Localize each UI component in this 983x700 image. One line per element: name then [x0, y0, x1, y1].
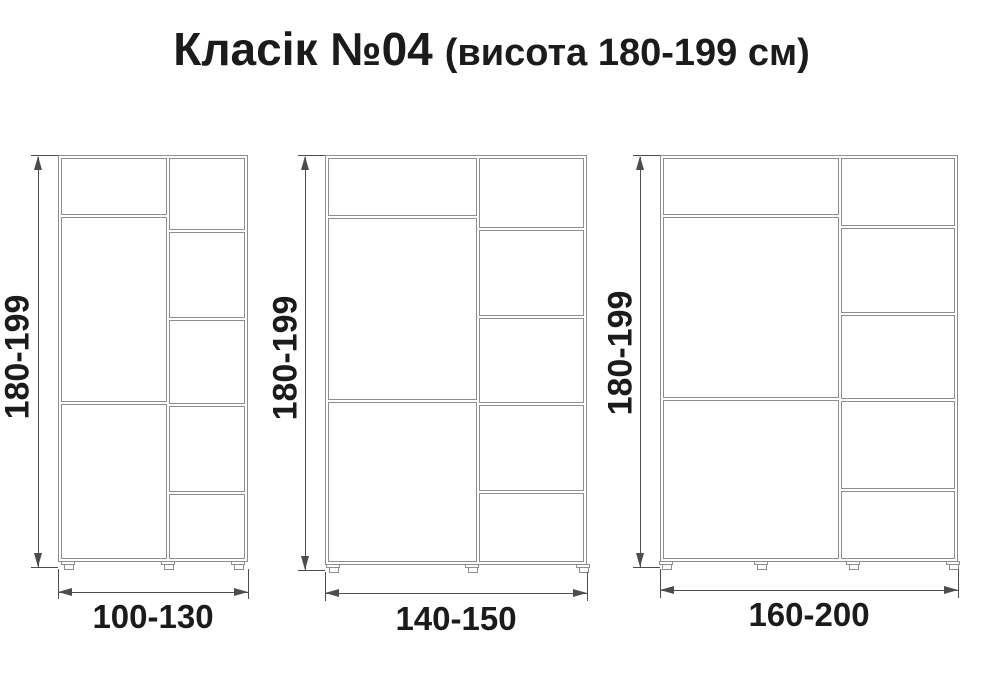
title-sub: (висота 180-199 см) — [444, 32, 810, 74]
extension-line — [31, 567, 58, 568]
shelf — [61, 401, 167, 405]
extension-line — [298, 155, 325, 156]
shelf — [169, 229, 245, 233]
right-arrow-icon — [573, 589, 587, 597]
cabinet-foot — [61, 561, 75, 570]
cabinet-foot — [659, 561, 673, 570]
shelf — [61, 214, 167, 218]
shelf — [663, 397, 839, 401]
height-label: 180-199 — [0, 294, 37, 420]
width-label: 100-130 — [92, 598, 214, 635]
up-arrow-icon — [636, 156, 644, 170]
shelf — [479, 490, 584, 494]
shelf — [479, 315, 584, 319]
page-title: Класік №04 (висота 180-199 см) — [0, 22, 983, 76]
cabinet-divider — [476, 158, 480, 562]
extension-line — [633, 155, 660, 156]
shelf — [663, 214, 839, 218]
shelf — [841, 488, 955, 492]
title-main: Класік №04 — [173, 23, 433, 75]
cabinet-foot — [326, 564, 340, 573]
wardrobe-large: 180-199 160-200 — [602, 155, 960, 633]
extension-line — [587, 572, 588, 601]
shelf — [841, 312, 955, 316]
left-arrow-icon — [325, 589, 339, 597]
down-arrow-icon — [34, 553, 42, 567]
cabinet-foot — [946, 561, 960, 570]
extension-line — [248, 569, 249, 599]
cabinet-inner-frame — [61, 158, 245, 559]
extension-line — [660, 569, 661, 598]
width-label: 140-150 — [395, 600, 517, 637]
cabinet-foot — [846, 561, 860, 570]
width-dimension-line — [58, 592, 248, 593]
down-arrow-icon — [636, 553, 644, 567]
extension-line — [58, 569, 59, 599]
cabinet-foot — [576, 564, 590, 573]
wardrobe-medium: 180-199 140-150 — [267, 155, 590, 637]
cabinet-foot — [161, 561, 175, 570]
cabinet-foot — [231, 561, 245, 570]
cabinet-divider — [838, 158, 842, 559]
cabinet-inner-frame — [663, 158, 955, 559]
right-arrow-icon — [234, 588, 248, 596]
cabinet-divider — [166, 158, 170, 559]
cabinet-inner-frame — [328, 158, 584, 562]
height-label: 180-199 — [266, 295, 305, 421]
up-arrow-icon — [301, 156, 309, 170]
shelf — [169, 403, 245, 407]
cabinet-body — [660, 155, 958, 562]
shelf — [169, 491, 245, 495]
shelf — [479, 227, 584, 231]
left-arrow-icon — [58, 588, 72, 596]
height-label: 180-199 — [601, 290, 640, 416]
width-label: 160-200 — [748, 596, 870, 633]
shelf — [169, 317, 245, 321]
width-dimension-line — [660, 590, 958, 591]
extension-line — [31, 155, 58, 156]
shelf — [328, 215, 477, 219]
cabinet-foot — [465, 564, 479, 573]
shelf — [328, 399, 477, 403]
right-arrow-icon — [944, 586, 958, 594]
extension-line — [298, 570, 325, 571]
width-dimension-line — [325, 593, 587, 594]
height-dimension-line — [305, 157, 306, 571]
shelf — [841, 398, 955, 402]
extension-line — [633, 567, 660, 568]
extension-line — [958, 569, 959, 598]
cabinet-foot — [754, 561, 768, 570]
wardrobe-small: 180-199 100-130 — [0, 155, 249, 635]
shelf — [841, 225, 955, 229]
extension-line — [325, 572, 326, 601]
height-dimension-line — [640, 157, 641, 568]
up-arrow-icon — [34, 156, 42, 170]
cabinet-body — [325, 155, 587, 565]
left-arrow-icon — [660, 586, 674, 594]
height-dimension-line — [38, 157, 39, 568]
down-arrow-icon — [301, 556, 309, 570]
shelf — [479, 402, 584, 406]
